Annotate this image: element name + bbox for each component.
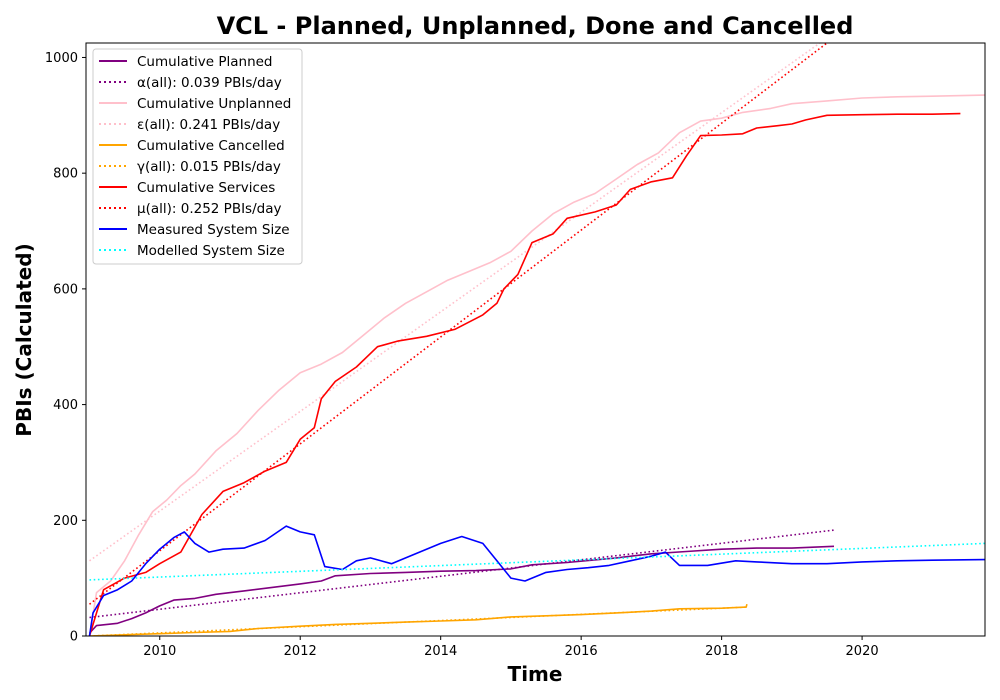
legend-item-all-0-015-pbis-day: γ(all): 0.015 PBIs/day (99, 159, 281, 175)
series-line-5 (89, 606, 747, 636)
legend-label: ε(all): 0.241 PBIs/day (137, 117, 280, 133)
legend-item-modelled-system-size: Modelled System Size (99, 243, 285, 259)
y-tick-label: 800 (53, 167, 78, 182)
series-line-2 (88, 94, 985, 636)
x-tick-label: 2010 (143, 644, 176, 659)
y-tick-label: 400 (53, 398, 78, 413)
legend-item-all-0-039-pbis-day: α(all): 0.039 PBIs/day (99, 75, 282, 91)
legend-label: μ(all): 0.252 PBIs/day (137, 201, 281, 217)
legend-item-all-0-252-pbis-day: μ(all): 0.252 PBIs/day (99, 201, 281, 217)
y-tick-label: 600 (53, 282, 78, 297)
x-tick-label: 2018 (705, 644, 738, 659)
y-axis-title: PBIs (Calculated) (12, 243, 36, 436)
x-axis-title: Time (508, 662, 563, 686)
chart-title: VCL - Planned, Unplanned, Done and Cance… (217, 12, 854, 40)
series-line-6 (88, 112, 961, 636)
series-line-1 (89, 529, 835, 619)
x-tick-label: 2020 (846, 644, 879, 659)
legend-label: α(all): 0.039 PBIs/day (137, 75, 282, 91)
legend-label: Cumulative Services (137, 180, 275, 196)
legend-label: γ(all): 0.015 PBIs/day (137, 159, 281, 175)
legend: Cumulative Planned α(all): 0.039 PBIs/day… (92, 48, 303, 265)
series-line-8 (88, 525, 985, 636)
legend-label: Cumulative Unplanned (137, 96, 291, 112)
legend-label: Cumulative Planned (137, 54, 273, 70)
legend-label: Cumulative Cancelled (137, 138, 285, 154)
legend-item-cumulative-planned: Cumulative Planned (99, 54, 273, 70)
legend-item-cumulative-unplanned: Cumulative Unplanned (99, 96, 291, 112)
axis-ticks: 2010 2012 2014 2016 2018 2020 0 200 400 600 800 100… (45, 51, 879, 659)
plot-area (88, 43, 985, 636)
legend-label: Measured System Size (137, 222, 290, 238)
x-tick-label: 2012 (284, 644, 317, 659)
legend-item-cumulative-services: Cumulative Services (99, 180, 275, 196)
legend-item-all-0-241-pbis-day: ε(all): 0.241 PBIs/day (99, 117, 280, 133)
y-tick-label: 1000 (45, 51, 78, 66)
y-tick-label: 0 (70, 630, 78, 645)
legend-label: Modelled System Size (137, 243, 285, 259)
series-line-7 (89, 43, 828, 605)
plot-frame (85, 42, 986, 637)
y-tick-label: 200 (53, 514, 78, 529)
x-tick-label: 2016 (565, 644, 598, 659)
x-tick-label: 2014 (424, 644, 457, 659)
legend-item-cumulative-cancelled: Cumulative Cancelled (99, 138, 285, 154)
series-line-4 (89, 604, 748, 636)
legend-item-measured-system-size: Measured System Size (99, 222, 290, 238)
legend-box (92, 48, 303, 265)
